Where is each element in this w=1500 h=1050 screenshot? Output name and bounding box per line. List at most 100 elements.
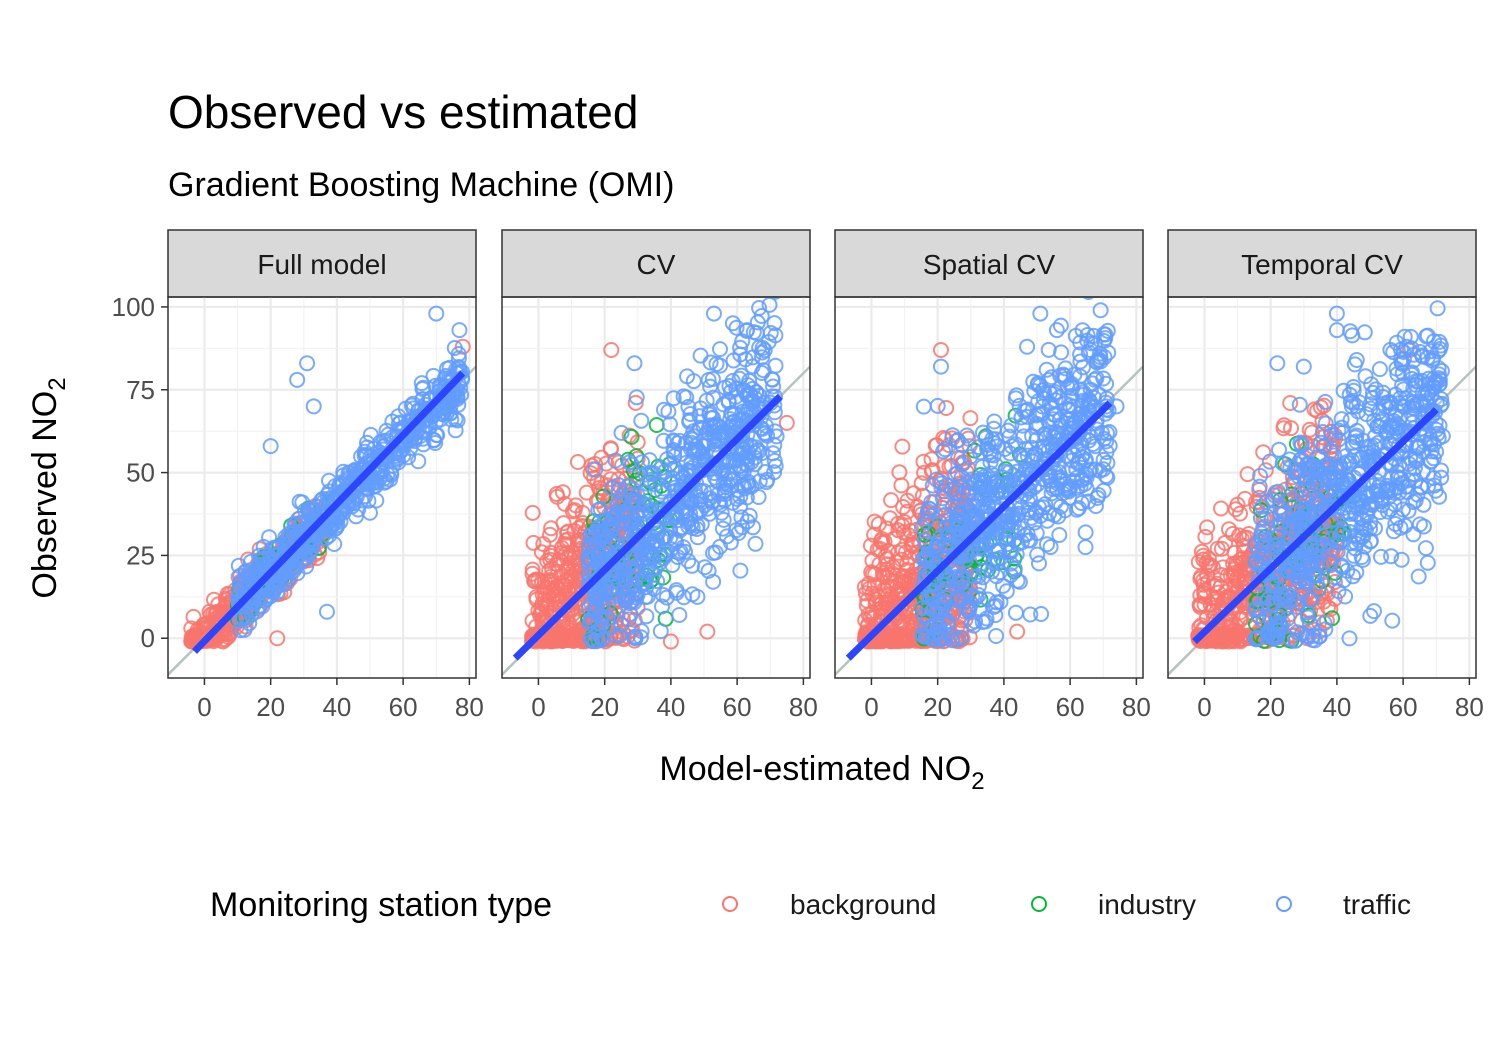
x-tick-label: 60 xyxy=(723,692,752,722)
point-traffic xyxy=(734,519,751,536)
point-traffic xyxy=(725,352,742,369)
point-traffic xyxy=(588,597,605,614)
point-traffic xyxy=(1270,483,1286,500)
point-traffic xyxy=(599,610,616,627)
facet-strip-label: CV xyxy=(637,249,676,280)
point-background xyxy=(896,514,913,530)
point-background xyxy=(866,526,883,543)
x-tick-label: 40 xyxy=(656,692,685,722)
point-traffic xyxy=(706,436,723,453)
point-traffic xyxy=(596,582,613,599)
point-background xyxy=(1239,466,1256,483)
point-traffic xyxy=(666,444,683,461)
point-background xyxy=(526,573,543,590)
point-traffic xyxy=(1042,472,1059,489)
point-traffic xyxy=(1033,606,1050,622)
point-traffic xyxy=(661,416,678,433)
point-traffic xyxy=(625,562,642,579)
point-traffic xyxy=(726,458,743,474)
point-background xyxy=(883,492,900,509)
point-background xyxy=(938,400,955,416)
y-tick-label: 100 xyxy=(112,292,155,322)
point-background xyxy=(1196,582,1213,599)
point-traffic xyxy=(920,599,936,616)
point-traffic xyxy=(685,423,702,440)
panel-border xyxy=(501,296,811,679)
point-traffic xyxy=(1089,489,1106,506)
point-traffic xyxy=(1047,429,1064,446)
point-traffic xyxy=(967,476,984,493)
point-traffic xyxy=(384,413,401,430)
point-traffic xyxy=(754,349,770,366)
point-traffic xyxy=(1095,370,1112,387)
point-background xyxy=(564,627,581,644)
point-traffic xyxy=(759,427,776,444)
point-traffic xyxy=(1048,322,1065,339)
point-traffic xyxy=(1077,524,1094,541)
point-traffic xyxy=(762,325,779,341)
point-traffic xyxy=(1086,371,1103,388)
point-background xyxy=(590,493,607,509)
point-traffic xyxy=(1055,366,1072,383)
point-traffic xyxy=(988,628,1005,644)
point-traffic xyxy=(938,569,954,586)
point-traffic xyxy=(702,378,719,395)
point-traffic xyxy=(681,413,698,430)
point-traffic xyxy=(1074,449,1090,466)
point-traffic xyxy=(621,454,638,470)
point-traffic xyxy=(1022,606,1039,623)
point-traffic xyxy=(1410,568,1427,585)
point-traffic xyxy=(428,305,445,322)
point-background xyxy=(183,633,200,650)
point-traffic xyxy=(732,562,749,579)
panel-plot-area xyxy=(168,305,476,676)
facet-panel: CV0 20 40 60 80 xyxy=(501,229,818,722)
point-traffic xyxy=(753,308,770,324)
point-traffic xyxy=(1080,462,1097,479)
point-traffic xyxy=(362,426,379,443)
panel-plot-area xyxy=(1168,300,1476,676)
point-traffic xyxy=(1082,297,1095,300)
chart-subtitle: Gradient Boosting Machine (OMI) xyxy=(168,166,674,204)
point-traffic xyxy=(1092,302,1109,319)
point-background xyxy=(916,464,933,481)
point-industry xyxy=(1257,528,1274,545)
point-traffic xyxy=(623,456,640,473)
point-traffic xyxy=(663,541,680,558)
point-background xyxy=(1306,401,1323,418)
point-traffic xyxy=(1052,317,1069,334)
point-traffic xyxy=(744,358,761,375)
point-traffic xyxy=(968,589,985,606)
point-traffic xyxy=(757,464,774,480)
point-traffic xyxy=(1005,467,1022,484)
point-traffic xyxy=(451,322,468,339)
point-traffic xyxy=(1067,327,1084,344)
point-traffic xyxy=(914,600,931,617)
point-traffic xyxy=(344,498,361,515)
point-traffic xyxy=(262,438,279,455)
fit-line xyxy=(845,400,1113,661)
point-traffic xyxy=(944,481,960,498)
point-traffic xyxy=(645,580,662,597)
point-traffic xyxy=(1008,463,1025,480)
facet-strip-label: Full model xyxy=(257,249,386,280)
x-tick-label: 80 xyxy=(1122,692,1151,722)
point-traffic xyxy=(1022,532,1039,549)
point-background xyxy=(1276,417,1293,434)
point-traffic xyxy=(234,573,251,590)
point-traffic xyxy=(415,430,431,447)
point-traffic xyxy=(980,591,996,608)
point-traffic xyxy=(1062,397,1079,414)
point-traffic xyxy=(327,478,344,495)
point-traffic xyxy=(940,512,957,528)
point-traffic xyxy=(590,502,607,518)
point-traffic xyxy=(1039,536,1055,553)
point-traffic xyxy=(713,504,730,521)
point-traffic xyxy=(299,355,316,372)
point-background xyxy=(1235,537,1252,554)
point-background xyxy=(566,502,583,519)
point-traffic xyxy=(447,422,464,439)
point-traffic xyxy=(986,413,1003,430)
point-traffic xyxy=(628,389,645,406)
